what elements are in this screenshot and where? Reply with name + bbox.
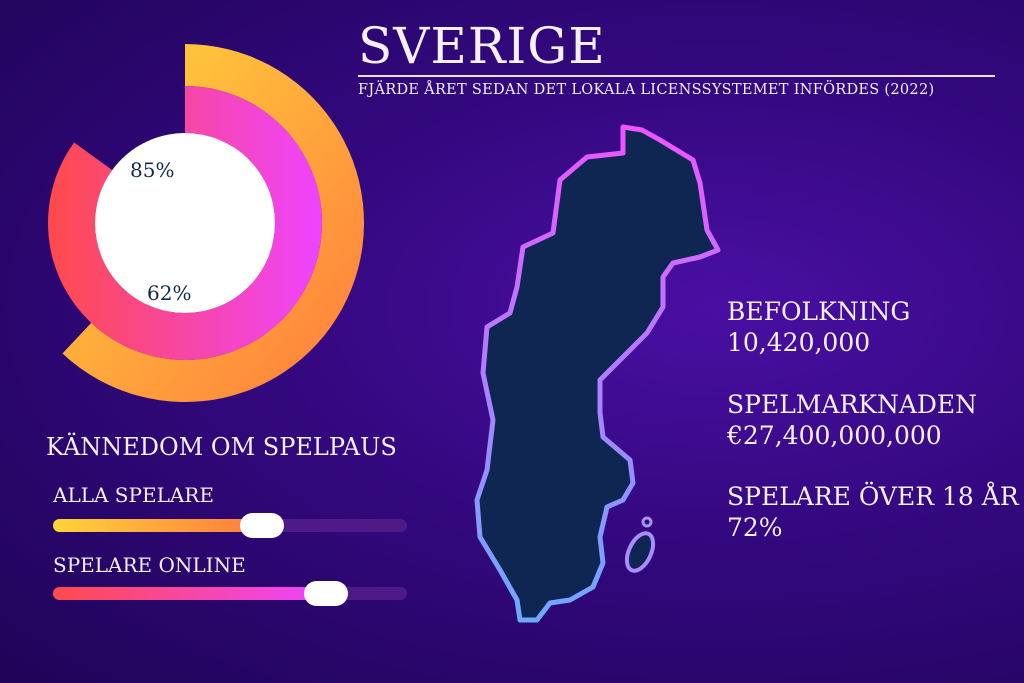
- stat-gaming-market-value: €27,400,000,000: [727, 421, 942, 450]
- gotland-island: [624, 531, 656, 573]
- bar-fill-online-players: [53, 587, 326, 600]
- bar-online-players: [53, 581, 407, 606]
- bar-label-all-players: ALLA SPELARE: [53, 483, 214, 507]
- stat-players-over-18-label: SPELARE ÖVER 18 ÅR: [727, 482, 1019, 511]
- stat-gaming-market: SPELMARKNADEN €27,400,000,000: [727, 389, 977, 451]
- stat-gaming-market-label: SPELMARKNADEN: [727, 390, 978, 419]
- stat-population-label: BEFOLKNING: [727, 297, 911, 326]
- radial-bar-outer: [62, 44, 364, 402]
- radial-label-inner: 85%: [130, 158, 175, 182]
- sweden-mainland: [474, 124, 721, 623]
- awareness-title: KÄNNEDOM OM SPELPAUS: [46, 433, 397, 461]
- bar-all-players: [53, 513, 407, 538]
- page-subtitle: FJÄRDE ÅRET SEDAN DET LOKALA LICENSSYSTE…: [358, 82, 935, 98]
- bar-fill-all-players: [53, 519, 262, 532]
- sweden-map: [474, 124, 721, 623]
- bar-knob-online-players: [303, 581, 348, 606]
- stat-players-over-18-value: 72%: [727, 513, 783, 542]
- title-divider: [358, 75, 995, 77]
- radial-bar-chart: [47, 44, 364, 402]
- stat-population-value: 10,420,000: [727, 328, 871, 357]
- radial-label-outer: 62%: [147, 281, 192, 305]
- page-title: SVERIGE: [358, 17, 606, 75]
- bar-label-online-players: SPELARE ONLINE: [53, 553, 246, 577]
- oland-island: [641, 516, 653, 528]
- stat-players-over-18: SPELARE ÖVER 18 ÅR 72%: [727, 481, 1019, 543]
- stat-population: BEFOLKNING 10,420,000: [727, 296, 910, 358]
- radial-bar-inner: [47, 86, 323, 360]
- radial-center: [95, 133, 275, 313]
- bar-knob-all-players: [239, 513, 284, 538]
